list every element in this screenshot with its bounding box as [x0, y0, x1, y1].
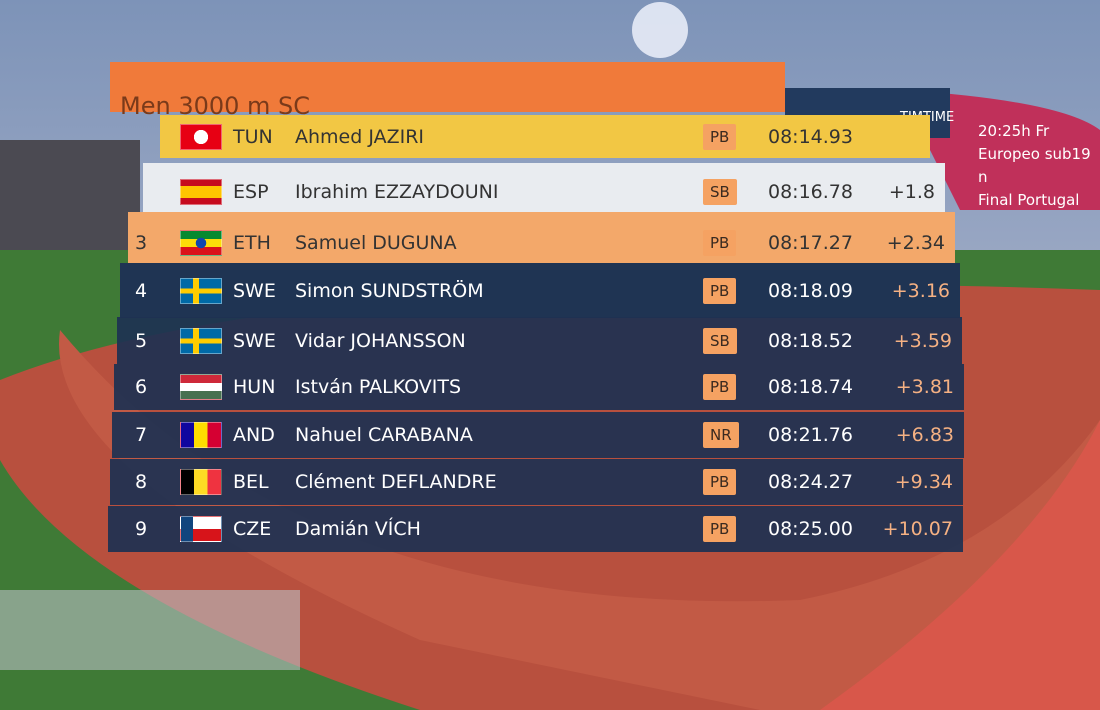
- country: TUN: [233, 125, 273, 148]
- gap: +9.34: [894, 471, 953, 493]
- flag: [180, 327, 222, 354]
- athlete-name: Ahmed JAZIRI: [295, 125, 425, 148]
- time: 08:14.93: [768, 125, 853, 148]
- time: 08:17.27: [768, 232, 853, 254]
- info-line: Final Portugal: [978, 191, 1080, 209]
- info-line: Europeo sub19 n: [978, 145, 1091, 186]
- record-badge: PB: [703, 277, 737, 304]
- info-line: 20:25h Fr: [978, 122, 1050, 140]
- record-badge: SB: [703, 179, 737, 205]
- athlete-name: Simon SUNDSTRÖM: [295, 279, 484, 302]
- time: 08:18.74: [768, 376, 853, 398]
- gap: +3.59: [893, 329, 952, 352]
- time: 08:18.09: [768, 279, 853, 302]
- country: SWE: [233, 329, 276, 352]
- track-lanes: [59, 330, 1100, 710]
- country: SWE: [233, 279, 276, 302]
- athlete-name: István PALKOVITS: [295, 376, 462, 398]
- flag: [180, 516, 222, 542]
- rank: 6: [135, 376, 148, 398]
- country: HUN: [233, 376, 276, 398]
- gap: +6.83: [895, 424, 954, 446]
- flag: [180, 123, 222, 150]
- time: 08:16.78: [768, 181, 853, 203]
- gap: +10.07: [882, 518, 953, 540]
- result-row: ESP Ibrahim EZZAYDOUNI SB 08:16.78 +1.8: [143, 163, 945, 221]
- rank: 7: [135, 424, 148, 446]
- rank: 9: [135, 518, 148, 540]
- gap: +3.16: [891, 279, 950, 302]
- time: 08:21.76: [768, 424, 853, 446]
- rank: 8: [135, 471, 148, 493]
- stand: [0, 140, 140, 270]
- flag: [180, 469, 222, 495]
- athlete-name: Ibrahim EZZAYDOUNI: [295, 181, 499, 203]
- flag: [180, 179, 222, 205]
- athlete-name: Damián VÍCH: [295, 518, 421, 540]
- track-edge: [820, 420, 1100, 710]
- record-badge: PB: [703, 516, 737, 542]
- floodlight: [632, 2, 688, 58]
- record-badge: PB: [703, 123, 737, 150]
- record-badge: NR: [703, 422, 739, 448]
- gap: +3.81: [895, 376, 954, 398]
- title-bar: Men 3000 m SC: [110, 62, 785, 120]
- time: 08:25.00: [768, 518, 853, 540]
- flag: [180, 230, 222, 256]
- gap: +2.34: [886, 232, 945, 254]
- flag: [180, 422, 222, 448]
- rank: 4: [135, 279, 148, 302]
- athlete-name: Clément DEFLANDRE: [295, 471, 497, 493]
- fence: [0, 590, 300, 670]
- athlete-name: Nahuel CARABANA: [295, 424, 473, 446]
- record-badge: SB: [703, 327, 737, 354]
- rank: 3: [135, 232, 148, 254]
- rank: 5: [135, 329, 148, 352]
- country: ESP: [233, 181, 269, 203]
- record-badge: PB: [703, 469, 737, 495]
- info-banner: [900, 90, 1100, 210]
- result-row: 6 HUN István PALKOVITS PB 08:18.74 +3.81: [114, 364, 964, 410]
- result-row: 4 SWE Simon SUNDSTRÖM PB 08:18.09 +3.16: [120, 263, 960, 318]
- time: 08:18.52: [768, 329, 853, 352]
- time: 08:24.27: [768, 471, 853, 493]
- info-text: 20:25h Fr Europeo sub19 n Final Portugal: [978, 120, 1100, 212]
- country: AND: [233, 424, 275, 446]
- result-row: 7 AND Nahuel CARABANA NR 08:21.76 +6.83: [112, 412, 964, 458]
- gap: +1.8: [888, 181, 935, 203]
- record-badge: PB: [703, 230, 737, 256]
- country: BEL: [233, 471, 269, 493]
- result-row: 8 BEL Clément DEFLANDRE PB 08:24.27 +9.34: [110, 459, 963, 505]
- result-row: 5 SWE Vidar JOHANSSON SB 08:18.52 +3.59: [117, 317, 962, 364]
- flag: [180, 277, 222, 304]
- athlete-name: Vidar JOHANSSON: [295, 329, 466, 352]
- country: ETH: [233, 232, 271, 254]
- athlete-name: Samuel DUGUNA: [295, 232, 457, 254]
- result-row: 9 CZE Damián VÍCH PB 08:25.00 +10.07: [108, 506, 963, 552]
- flag: [180, 374, 222, 400]
- record-badge: PB: [703, 374, 737, 400]
- country: CZE: [233, 518, 272, 540]
- result-row: TUN Ahmed JAZIRI PB 08:14.93: [160, 115, 930, 158]
